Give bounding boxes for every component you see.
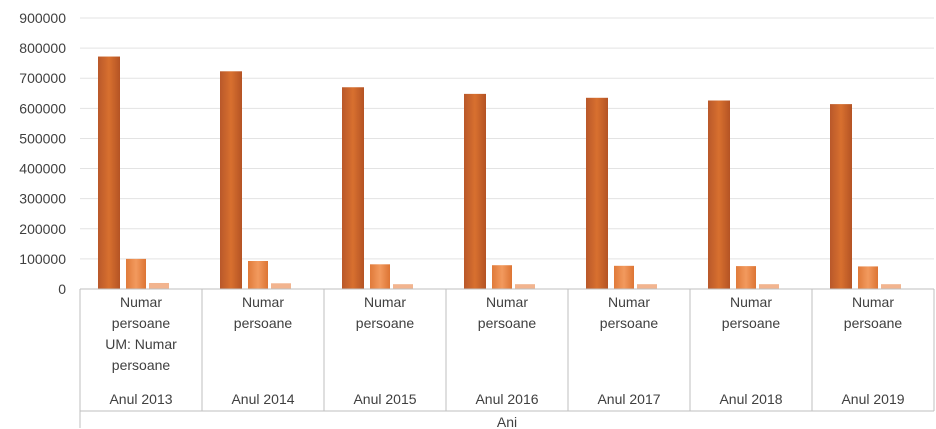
bar-series-1-anul-2013 (98, 56, 120, 289)
bar-series-1-anul-2014 (220, 71, 242, 290)
category-label: Anul 2017 (597, 391, 660, 407)
sub-category-label: persoane (600, 315, 659, 331)
y-tick-label: 400000 (19, 161, 66, 177)
y-tick-label: 800000 (19, 40, 66, 56)
category-label: Anul 2015 (353, 391, 416, 407)
bar-series-1-anul-2019 (830, 104, 852, 290)
bar-series-3-anul-2015 (393, 284, 413, 289)
bar-series-1-anul-2018 (708, 100, 730, 289)
x-axis: Numar persoane UM: Numar persoane Anul 2013 N… (79, 288, 935, 428)
sub-category-label: persoane (356, 315, 415, 331)
bar-series-2-anul-2015 (370, 264, 390, 289)
category-label: Anul 2016 (475, 391, 538, 407)
sub-category-label: persoane (722, 315, 781, 331)
category-label: Anul 2014 (231, 391, 294, 407)
bar-series-2-anul-2018 (736, 266, 756, 289)
bar-series-2-anul-2013 (126, 258, 146, 289)
sub-category-label: Numar (486, 294, 528, 310)
y-tick-label: 100000 (19, 251, 66, 267)
sub-category-label: Numar (120, 294, 162, 310)
bar-series-3-anul-2018 (759, 284, 779, 289)
bars (98, 56, 901, 290)
bar-series-3-anul-2013 (149, 282, 169, 289)
sub-category-label: Numar (852, 294, 894, 310)
y-tick-label: 200000 (19, 221, 66, 237)
sub-category-label: Numar (730, 294, 772, 310)
gridlines (80, 17, 934, 260)
sub-category-label: Numar (364, 294, 406, 310)
y-tick-label: 600000 (19, 100, 66, 116)
y-tick-label: 0 (58, 281, 66, 297)
bar-series-2-anul-2017 (614, 265, 634, 289)
y-axis-tick-labels: 0 100000 200000 300000 400000 500000 600000 700… (19, 10, 66, 297)
bar-series-3-anul-2017 (637, 284, 657, 289)
y-tick-label: 300000 (19, 191, 66, 207)
bar-series-1-anul-2015 (342, 87, 364, 289)
sub-category-label: Numar (242, 294, 284, 310)
y-tick-label: 500000 (19, 130, 66, 146)
sub-category-label: persoane (112, 315, 171, 331)
sub-category-label: UM: Numar (105, 336, 177, 352)
y-tick-label: 900000 (19, 10, 66, 26)
y-tick-label: 700000 (19, 70, 66, 86)
sub-category-label: Numar (608, 294, 650, 310)
bar-series-3-anul-2014 (271, 283, 291, 289)
bar-series-2-anul-2019 (858, 266, 878, 289)
bar-series-2-anul-2016 (492, 265, 512, 289)
sub-category-label: persoane (234, 315, 293, 331)
bar-series-1-anul-2017 (586, 97, 608, 290)
category-label: Anul 2013 (109, 391, 172, 407)
x-axis-label: Ani (497, 414, 517, 429)
sub-category-label: persoane (112, 357, 171, 373)
category-label: Anul 2018 (719, 391, 782, 407)
bar-series-1-anul-2016 (464, 93, 486, 289)
bar-series-3-anul-2019 (881, 284, 901, 289)
bar-series-2-anul-2014 (248, 260, 268, 289)
sub-category-label: persoane (478, 315, 537, 331)
category-label: Anul 2019 (841, 391, 904, 407)
bar-series-3-anul-2016 (515, 284, 535, 289)
sub-category-label: persoane (844, 315, 903, 331)
